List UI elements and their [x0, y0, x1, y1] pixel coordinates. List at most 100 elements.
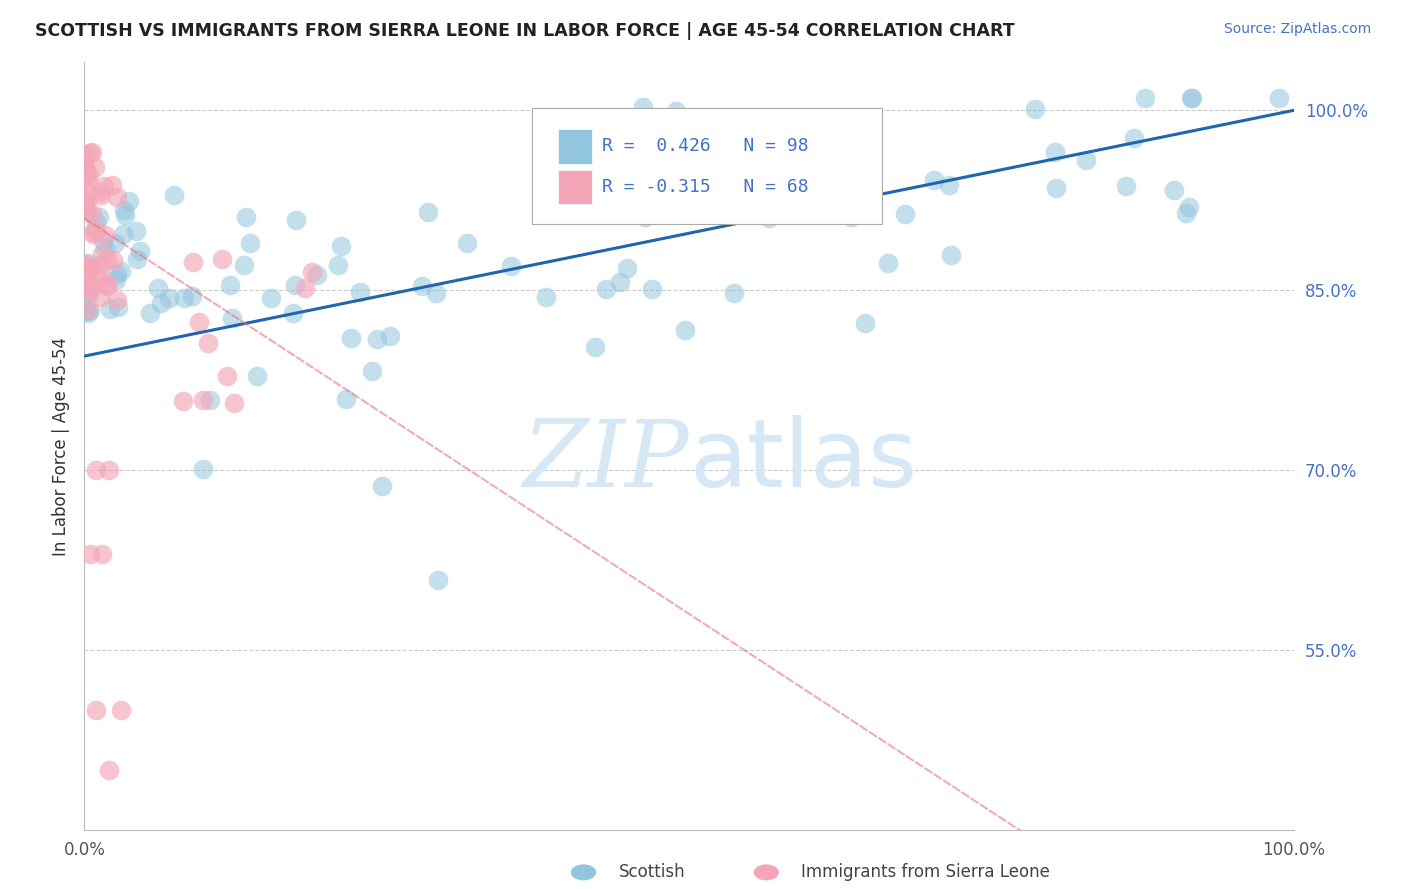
Point [101, 178, 124, 193]
Point [75, 304, 97, 318]
Point [150, 296, 173, 310]
Point [673, 323, 696, 337]
Point [79, 146, 101, 161]
Point [75, 200, 97, 214]
Point [79, 302, 101, 317]
Text: ZIP: ZIP [522, 417, 689, 507]
Point [633, 100, 655, 114]
Point [146, 281, 169, 295]
Point [105, 273, 128, 287]
Point [73, 183, 96, 197]
Point [858, 157, 880, 171]
Point [77, 260, 100, 274]
Point [91, 547, 114, 561]
Point [73, 280, 96, 294]
Point [284, 212, 307, 227]
Point [76, 194, 98, 209]
Point [75, 161, 97, 175]
Point [89, 211, 111, 225]
Point [84, 215, 107, 229]
Point [77, 168, 100, 182]
Point [938, 178, 960, 193]
Point [127, 252, 149, 267]
Point [1135, 91, 1157, 105]
Point [77, 306, 100, 320]
Point [197, 336, 219, 351]
Point [191, 393, 214, 408]
Point [93, 178, 115, 193]
Point [583, 340, 606, 354]
Text: R = -0.315   N = 68: R = -0.315 N = 68 [602, 178, 808, 195]
Point [330, 238, 353, 252]
Point [89, 290, 111, 304]
Point [97, 763, 120, 777]
Point [107, 300, 129, 314]
Point [80, 145, 103, 159]
Point [665, 103, 688, 118]
Point [157, 291, 180, 305]
Point [111, 227, 134, 242]
Point [89, 185, 111, 199]
Point [73, 146, 96, 161]
Point [411, 279, 433, 293]
Point [94, 241, 117, 255]
Point [84, 265, 107, 279]
Point [224, 396, 246, 410]
Point [73, 192, 96, 206]
Text: atlas: atlas [689, 416, 917, 508]
Point [616, 261, 638, 276]
Point [339, 331, 361, 345]
Point [181, 289, 204, 303]
Point [117, 194, 139, 209]
Point [104, 236, 127, 251]
Point [633, 178, 655, 192]
Point [370, 479, 392, 493]
Point [75, 161, 97, 176]
Point [307, 268, 329, 282]
Point [628, 156, 651, 170]
Point [110, 264, 132, 278]
Point [349, 285, 371, 300]
Point [941, 248, 963, 262]
Point [97, 463, 120, 477]
Point [326, 258, 349, 272]
Point [1268, 91, 1291, 105]
Point [84, 160, 107, 174]
Point [1115, 178, 1137, 193]
Point [456, 236, 478, 251]
Point [77, 256, 100, 270]
Point [246, 369, 269, 384]
Point [380, 328, 402, 343]
Point [172, 394, 194, 409]
Point [1178, 200, 1201, 214]
Point [211, 252, 233, 267]
Point [173, 291, 195, 305]
Point [634, 210, 657, 224]
Point [75, 167, 97, 181]
Point [86, 703, 108, 717]
Point [105, 190, 128, 204]
Point [112, 203, 135, 218]
Text: R =  0.426   N = 98: R = 0.426 N = 98 [602, 137, 808, 155]
Point [361, 364, 384, 378]
FancyBboxPatch shape [558, 169, 592, 204]
Point [75, 204, 97, 219]
Point [90, 271, 112, 285]
Point [534, 290, 557, 304]
Point [139, 306, 162, 320]
Y-axis label: In Labor Force | Age 45-54: In Labor Force | Age 45-54 [52, 336, 70, 556]
FancyBboxPatch shape [558, 129, 592, 164]
Point [723, 285, 745, 300]
Point [1175, 205, 1198, 219]
Point [301, 265, 323, 279]
Point [76, 174, 98, 188]
Point [96, 277, 118, 291]
Point [239, 236, 262, 251]
Point [163, 188, 186, 202]
Point [1123, 131, 1146, 145]
Point [631, 186, 654, 200]
Point [82, 207, 104, 221]
Point [550, 157, 572, 171]
Text: SCOTTISH VS IMMIGRANTS FROM SIERRA LEONE IN LABOR FORCE | AGE 45-54 CORRELATION : SCOTTISH VS IMMIGRANTS FROM SIERRA LEONE… [35, 22, 1015, 40]
Point [98, 301, 121, 316]
